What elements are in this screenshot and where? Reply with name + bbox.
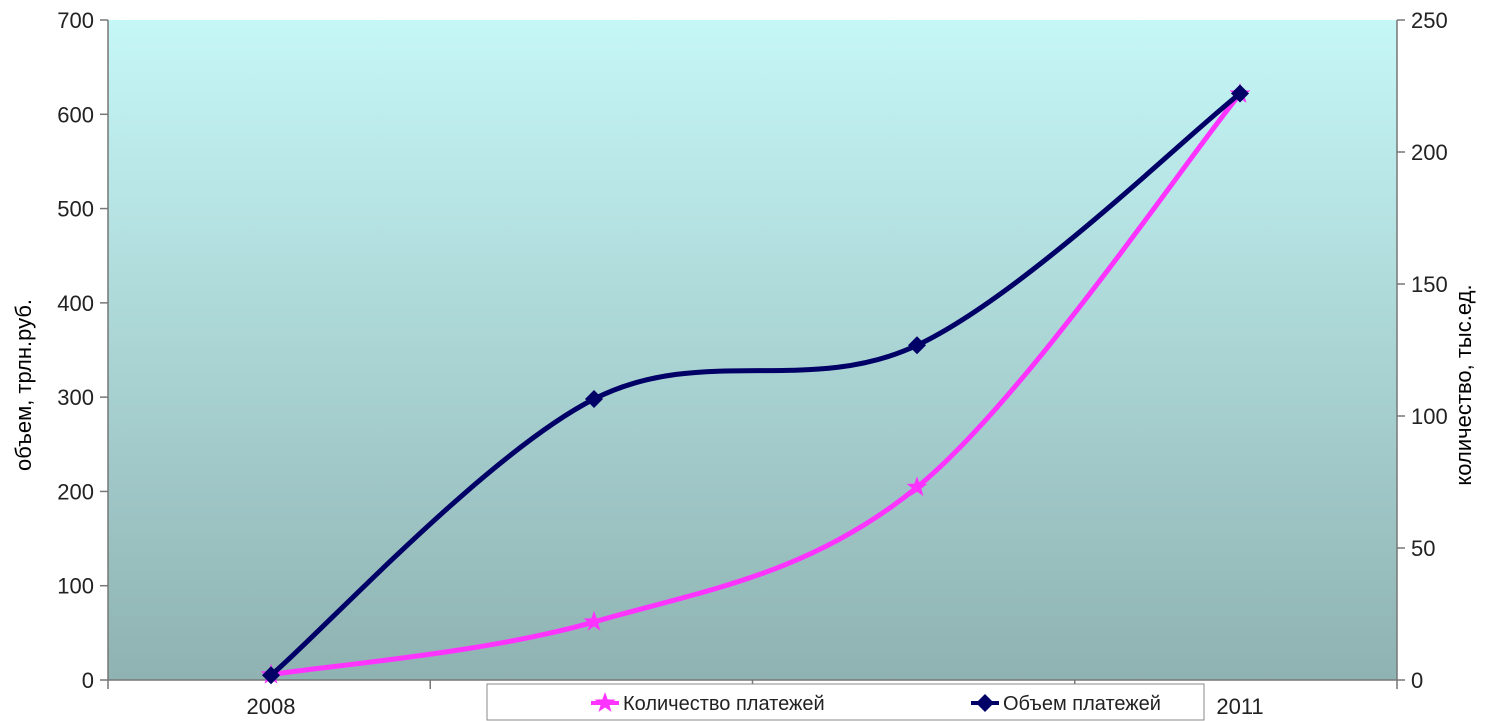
series-layer: [260, 82, 1251, 685]
legend-marker: [976, 694, 994, 712]
left-tick-label: 400: [57, 291, 94, 316]
series-line: [268, 91, 1243, 678]
right-tick-label: 0: [1411, 668, 1423, 693]
series-line: [268, 91, 1243, 678]
right-tick-label: 50: [1411, 536, 1435, 561]
left-tick-label: 700: [57, 8, 94, 33]
legend-item: Количество платежей: [591, 692, 825, 715]
right-axis-ticks: 0 50 100 150 200 250: [1397, 8, 1448, 693]
legend-item: Объем платежей: [971, 693, 1161, 715]
right-tick-label: 150: [1411, 272, 1448, 297]
data-point: [585, 390, 603, 409]
data-point: [262, 666, 280, 685]
left-tick-label: 100: [57, 574, 94, 599]
left-tick-label: 200: [57, 479, 94, 504]
right-tick-label: 200: [1411, 140, 1448, 165]
data-point: [583, 610, 605, 631]
data-point: [1231, 84, 1249, 103]
right-tick-label: 100: [1411, 404, 1448, 429]
left-tick-label: 0: [82, 668, 94, 693]
right-axis-title: количество, тыс.ед.: [1451, 284, 1476, 485]
left-axis-ticks: 0 100 200 300 400 500 600 700: [57, 8, 108, 693]
plot-area: [108, 20, 1397, 680]
data-point: [908, 336, 926, 355]
x-tick-label: 2008: [247, 694, 296, 719]
data-point: [906, 476, 928, 497]
legend-label: Объем платежей: [1003, 693, 1161, 715]
series-2: [262, 84, 1249, 685]
legend: Количество платежей Объем платежей: [486, 683, 1205, 721]
right-tick-label: 250: [1411, 8, 1448, 33]
x-axis-ticks: 2008 2011: [107, 680, 1398, 719]
legend-marker: [594, 692, 616, 712]
left-tick-label: 300: [57, 385, 94, 410]
x-tick-label: 2011: [1216, 694, 1263, 719]
legend-label: Количество платежей: [623, 693, 825, 715]
left-tick-label: 600: [57, 102, 94, 127]
left-axis-title: объем, трлн.руб.: [11, 299, 36, 471]
left-tick-label: 500: [57, 197, 94, 222]
